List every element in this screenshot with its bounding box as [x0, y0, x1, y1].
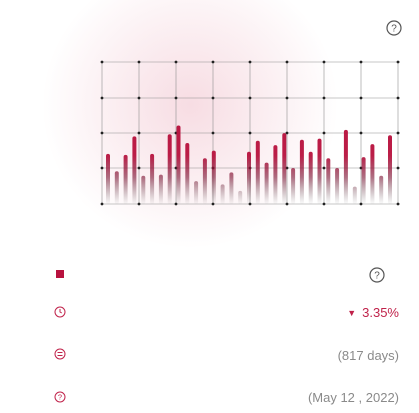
chart-bar	[167, 134, 172, 204]
grid-node	[396, 131, 400, 135]
chart-bar	[291, 168, 296, 204]
grid-node	[359, 60, 363, 64]
grid-node	[322, 60, 326, 64]
grid-node	[100, 96, 104, 100]
chart-bar	[273, 145, 278, 204]
grid-node	[137, 131, 141, 135]
chart-bar	[335, 168, 340, 204]
chart-bar	[150, 153, 155, 204]
grid-node	[211, 60, 215, 64]
caret-down-icon: ▼	[347, 308, 357, 318]
svg-text:?: ?	[374, 271, 380, 282]
chart-bar	[352, 186, 357, 204]
svg-text:?: ?	[391, 24, 397, 35]
chart-bar	[317, 138, 322, 204]
grid-node	[100, 166, 104, 170]
chart-bar	[264, 162, 269, 204]
grid-node	[248, 60, 252, 64]
date-value: (May 12 , 2022)	[307, 390, 399, 405]
chart-bar	[388, 135, 392, 204]
bar-chart	[100, 60, 400, 206]
grid-node	[285, 202, 289, 206]
svg-text:?: ?	[58, 393, 62, 402]
grid-node	[137, 166, 141, 170]
chart-bar	[379, 175, 384, 204]
series-legend-swatch	[56, 270, 64, 278]
chart-bar	[211, 150, 216, 204]
grid-node	[322, 202, 326, 206]
chart-bar	[299, 139, 304, 204]
grid-node	[285, 60, 289, 64]
chart-bar	[247, 151, 251, 204]
duration-icon	[54, 348, 66, 360]
grid-node	[174, 202, 178, 206]
grid-node	[248, 131, 252, 135]
chart-bar	[255, 140, 260, 204]
help-icon[interactable]: ?	[369, 267, 385, 283]
chart-bar	[361, 157, 366, 204]
grid-node	[248, 96, 252, 100]
chart-bar	[158, 174, 163, 204]
chart-bar	[343, 129, 348, 204]
chart-bar	[114, 171, 119, 204]
grid-node	[137, 60, 141, 64]
grid-node	[137, 202, 141, 206]
grid-node	[100, 202, 104, 206]
chart-bar	[308, 151, 313, 204]
grid-node	[100, 60, 104, 64]
chart-bar	[106, 153, 110, 204]
grid-node	[285, 131, 289, 135]
grid-node	[285, 96, 289, 100]
chart-bars	[106, 125, 392, 205]
grid-node	[100, 131, 104, 135]
chart-bar	[123, 154, 128, 204]
grid-node	[174, 96, 178, 100]
chart-bar	[282, 133, 287, 204]
change-value: ▼ 3.35%	[347, 305, 399, 320]
chart-bar	[132, 136, 137, 204]
grid-node	[137, 96, 141, 100]
clock-icon	[54, 306, 66, 318]
grid-node	[396, 60, 400, 64]
grid-node	[211, 131, 215, 135]
help-icon[interactable]: ?	[386, 20, 402, 36]
chart-bar	[176, 125, 181, 204]
grid-node	[322, 131, 326, 135]
grid-node	[396, 166, 400, 170]
grid-node	[322, 166, 326, 170]
grid-node	[174, 60, 178, 64]
chart-bar	[238, 190, 243, 204]
chart-bar	[229, 172, 234, 204]
question-circle-icon: ?	[54, 391, 66, 403]
grid-node	[211, 96, 215, 100]
chart-bar	[370, 144, 375, 205]
grid-node	[396, 96, 400, 100]
grid-node	[396, 202, 400, 206]
grid-node	[359, 131, 363, 135]
duration-value: (817 days)	[337, 348, 399, 363]
chart-bar	[326, 158, 331, 204]
chart-bar	[220, 184, 225, 204]
grid-node	[359, 202, 363, 206]
grid-node	[359, 96, 363, 100]
chart-bar	[185, 143, 190, 204]
chart-bar	[202, 158, 207, 204]
chart-bar	[141, 175, 146, 204]
chart-bar	[194, 181, 199, 204]
grid-node	[322, 96, 326, 100]
